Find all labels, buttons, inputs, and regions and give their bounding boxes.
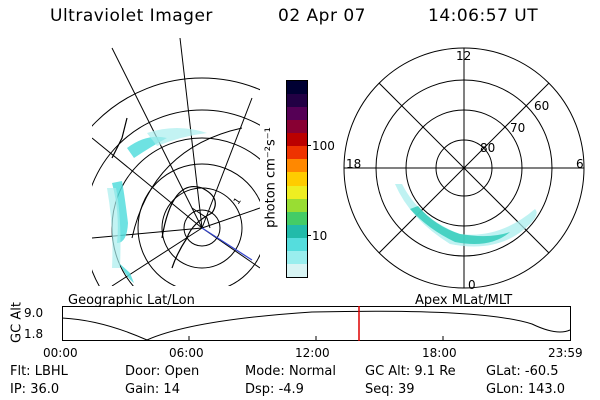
- date-label: 02 Apr 07: [278, 6, 366, 26]
- ip-value: 36.0: [30, 382, 60, 397]
- gc-alt-axis-label: GC Alt: [9, 302, 25, 343]
- map-tick-label: 1: [232, 196, 243, 206]
- glat-value: -60.5: [524, 364, 559, 379]
- colorbar-swatch: [287, 250, 307, 264]
- colorbar-swatch: [287, 133, 307, 147]
- mode-value: Normal: [288, 364, 336, 379]
- flt-value: LBHL: [34, 364, 68, 379]
- dsp-value: -4.9: [278, 382, 304, 397]
- mlt-label-6: 6: [576, 157, 584, 171]
- mlat-label-80: 80: [480, 141, 495, 155]
- instrument-title: Ultraviolet Imager: [50, 6, 213, 26]
- colorbar-swatch: [287, 172, 307, 186]
- apex-map-label: Apex MLat/MLT: [415, 293, 513, 308]
- altitude-timeline: [62, 306, 571, 341]
- colorbar-swatch: [287, 198, 307, 212]
- mlat-label-60: 60: [534, 99, 549, 113]
- status-flt: Flt: LBHL: [10, 364, 68, 379]
- gain-value: 14: [163, 382, 180, 397]
- mlt-label-12: 12: [456, 49, 471, 63]
- colorbar-swatch: [287, 120, 307, 134]
- mlt-label-0: 0: [468, 278, 476, 292]
- colorbar-swatch: [287, 81, 307, 95]
- colorbar-swatch: [287, 263, 307, 277]
- mlt-label-18: 18: [346, 157, 361, 171]
- status-door: Door: Open: [125, 364, 200, 379]
- y-tick-9: 9.0: [24, 306, 44, 320]
- colorbar: [286, 80, 308, 278]
- status-gain: Gain: 14: [125, 382, 180, 397]
- colorbar-swatch: [287, 185, 307, 199]
- x-tick-0600: 06:00: [169, 346, 204, 360]
- colorbar-swatch: [287, 211, 307, 225]
- time-label: 14:06:57 UT: [428, 6, 539, 26]
- x-tick-1200: 12:00: [295, 346, 330, 360]
- status-glon: GLon: 143.0: [486, 382, 566, 397]
- door-value: Open: [164, 364, 200, 379]
- status-seq: Seq: 39: [365, 382, 415, 397]
- colorbar-swatch: [287, 224, 307, 238]
- colorbar-tick-mark: [307, 145, 311, 146]
- seq-value: 39: [398, 382, 415, 397]
- colorbar-tick-10: 10: [312, 229, 328, 243]
- status-gc-alt: GC Alt: 9.1 Re: [365, 364, 456, 379]
- mlat-label-70: 70: [510, 121, 525, 135]
- colorbar-swatch: [287, 146, 307, 160]
- colorbar-tick-100: 100: [312, 139, 335, 153]
- x-tick-2359: 23:59: [548, 346, 583, 360]
- colorbar-swatch: [287, 237, 307, 251]
- gc-alt-value: 9.1 Re: [414, 364, 456, 379]
- geographic-map: 1: [92, 38, 260, 286]
- colorbar-swatch: [287, 159, 307, 173]
- colorbar-unit-label: photon cm⁻²s⁻¹: [263, 127, 279, 228]
- x-tick-0000: 00:00: [43, 346, 78, 360]
- mlat-mlt-plot: 12 18 6 0 60 70 80: [343, 47, 585, 292]
- status-ip: IP: 36.0: [10, 382, 60, 397]
- status-mode: Mode: Normal: [245, 364, 336, 379]
- status-dsp: Dsp: -4.9: [245, 382, 304, 397]
- colorbar-tick-mark: [307, 235, 311, 236]
- glon-value: 143.0: [527, 382, 566, 397]
- colorbar-swatch: [287, 107, 307, 121]
- x-tick-1800: 18:00: [422, 346, 457, 360]
- geographic-map-label: Geographic Lat/Lon: [68, 293, 195, 308]
- y-tick-1-8: 1.8: [24, 327, 44, 341]
- status-glat: GLat: -60.5: [486, 364, 559, 379]
- colorbar-swatch: [287, 94, 307, 108]
